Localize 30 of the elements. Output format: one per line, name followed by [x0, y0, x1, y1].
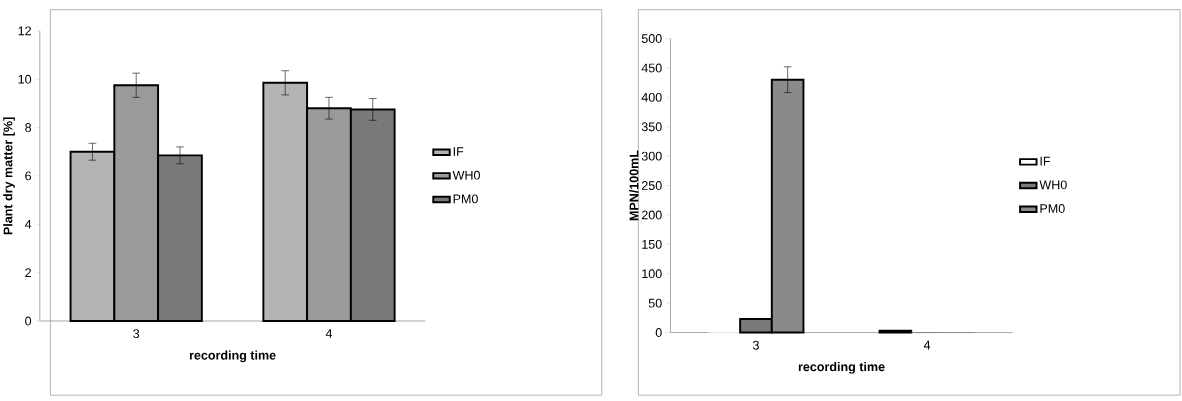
legend-label: WH0	[452, 170, 480, 180]
y-tick-label: 350	[641, 122, 662, 132]
y-tick-label: 50	[648, 298, 662, 308]
legend-label: PM0	[453, 194, 478, 204]
x-tick-label: 3	[752, 340, 759, 350]
legend-label: IF	[1040, 156, 1051, 166]
y-tick-label: 450	[641, 63, 662, 73]
legend-label: WH0	[1039, 180, 1067, 190]
y-tick-label: 0	[25, 316, 32, 326]
x-tick-label: 3	[133, 329, 140, 339]
y-tick-label: 100	[642, 269, 662, 279]
y-tick-label: 0	[655, 328, 662, 337]
y-axis-title: Plant dry matter [%]	[3, 117, 15, 235]
y-tick-label: 4	[24, 219, 32, 229]
legend-label: IF	[453, 147, 464, 156]
legend-label: PM0	[1040, 204, 1065, 213]
y-tick-label: 10	[18, 74, 32, 84]
y-tick-label: 200	[641, 210, 662, 220]
y-tick-label: 150	[642, 239, 662, 249]
y-tick-label: 8	[25, 123, 32, 132]
y-tick-label: 500	[641, 34, 662, 44]
y-tick-label: 2	[25, 268, 31, 277]
y-tick-label: 250	[641, 181, 662, 190]
y-tick-label: 12	[18, 26, 31, 36]
y-axis-title: MPN/100mL	[629, 150, 639, 221]
y-tick-label: 6	[25, 171, 32, 181]
y-tick-label: 300	[641, 151, 662, 161]
x-axis-title: recording time	[189, 350, 276, 363]
y-tick-label: 400	[641, 92, 662, 102]
x-axis-title: recording time	[798, 362, 885, 374]
